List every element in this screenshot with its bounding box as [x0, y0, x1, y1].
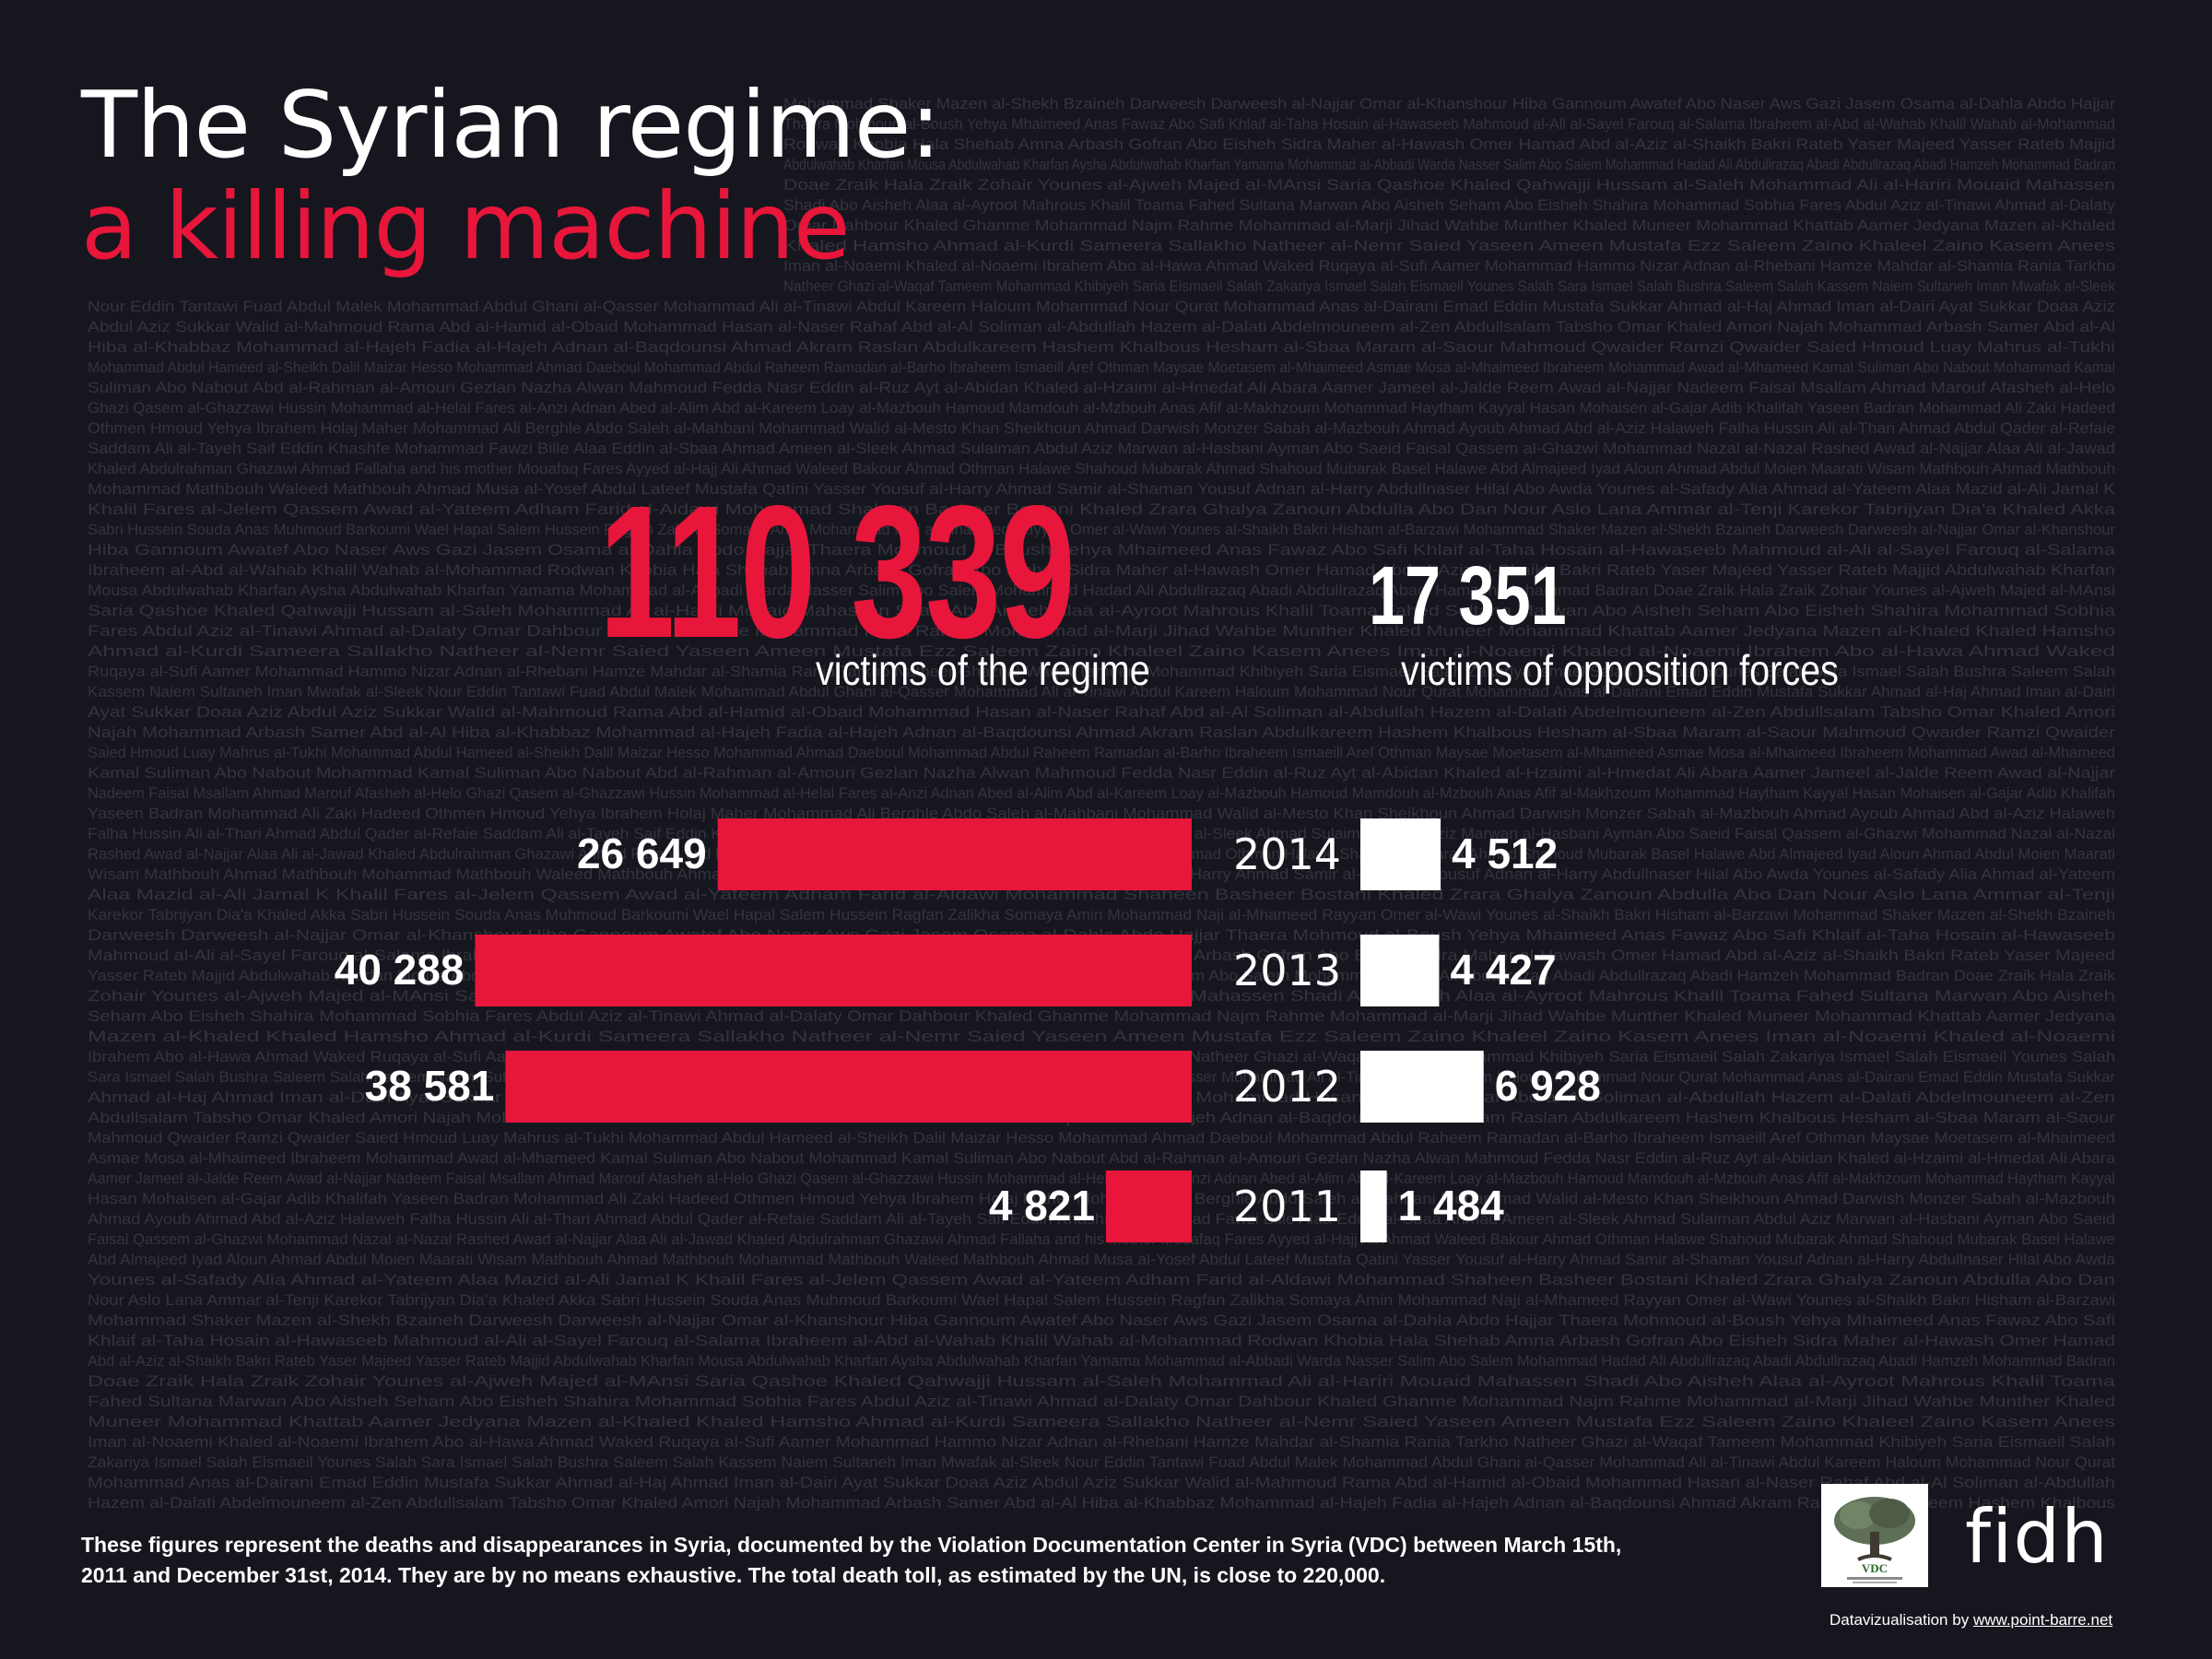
background-name-row: Asmae Mosa al-Mhaimeed Ibraheem Mohammad… — [88, 1149, 2116, 1167]
regime-label: victims of the regime — [816, 646, 1150, 694]
background-name-row: Natheer Ghazi al-Waqaf Tameem Mohammad K… — [783, 277, 2115, 295]
background-name-row: Iman al-Noaemi Khaled al-Noaemi Ibrahem … — [88, 1433, 2115, 1451]
opposition-value-2013: 4 427 — [1450, 946, 1556, 994]
background-name-row: Ahmad al-Kurdi Sameera Sallakho Natheer … — [88, 642, 2115, 660]
background-name-row: Mohammad Shaker Mazen al-Shekh Bzaineh D… — [783, 95, 2115, 112]
background-name-row: Hazem al-Dalati Abdelmouneem al-Zen Abdu… — [88, 1494, 2115, 1512]
background-name-row: Yaseen Badran Mohammad Ali Zaki Hadeed O… — [88, 805, 2115, 822]
background-name-row: Muneer Mohammad Khattab Aamer Jedyana Ma… — [88, 1413, 2115, 1430]
background-name-row: Abdul Aziz Sukkar Walid al-Mahmoud Rama … — [88, 318, 2115, 335]
year-label-2013: 2013 — [1233, 946, 1341, 995]
background-name-row: Younes al-Safady Alia Ahmad al-Yateem Al… — [88, 1271, 2115, 1288]
year-label-2011: 2011 — [1233, 1182, 1341, 1231]
credit-link[interactable]: www.point-barre.net — [1972, 1611, 2113, 1629]
opposition-value-2011: 1 484 — [1398, 1182, 1505, 1230]
background-name-row: Othmen Hmoud Yehya Ibrahem Holaj Maher M… — [88, 419, 2115, 437]
footnote: These figures represent the deaths and d… — [81, 1533, 1622, 1587]
background-name-row: Hiba Gannoum Awatef Abo Naser Aws Gazi J… — [88, 541, 2116, 559]
background-name-row: Ibraheem al-Abd al-Wahab Khalil Wahab al… — [88, 561, 2115, 579]
background-name-row: Doae Zraik Hala Zraik Zohair Younes al-A… — [783, 176, 2115, 194]
background-name-row: Shadi Abo Aisheh Alaa al-Ayroot Mahrous … — [783, 196, 2116, 214]
regime-value-2011: 4 821 — [989, 1182, 1095, 1230]
background-name-row: Aamer Jameel al-Jalde Reem Awad al-Najja… — [88, 1170, 2115, 1187]
background-name-row: Ahmad Ayoub Ahmad Abd al-Aziz Halaweh Fa… — [88, 1210, 2115, 1228]
opposition-bar-2014 — [1360, 818, 1441, 890]
background-name-row: Najah Mohammad Arbash Samer Abd al-Al Hi… — [88, 724, 2115, 741]
credit-prefix: Datavizualisation by — [1830, 1611, 1970, 1629]
regime-bar-2012 — [505, 1051, 1192, 1123]
background-name-row: Ghazi Qasem al-Ghazzawi Hussin Mohammad … — [88, 399, 2115, 417]
regime-bar-2014 — [717, 818, 1192, 890]
background-name-row: Abd Almajeed Iyad Aloun Ahmad Abdul Moie… — [88, 1251, 2116, 1268]
opposition-value-2014: 4 512 — [1452, 830, 1558, 877]
opposition-value-2012: 6 928 — [1495, 1062, 1601, 1110]
credit: Datavizualisation by www.point-barre.net — [1830, 1611, 2112, 1630]
background-name-row: Khaled Hamsho Ahmad al-Kurdi Sameera Sal… — [783, 237, 2115, 254]
background-name-row: Suliman Abo Nabout Abd al-Rahman al-Amou… — [88, 379, 2115, 396]
background-name-row: Saria Qashoe Khaled Qahwajji Hussam al-S… — [88, 602, 2116, 619]
background-name-row: Saddam Ali al-Tayeh Saif Eddin Khashfe M… — [88, 440, 2115, 457]
background-name-row: Mousa Abdulwahab Kharfan Aysha Abdulwaha… — [88, 582, 2115, 599]
background-name-row: Sabri Hussein Souda Anas Muhmoud Barkoum… — [88, 521, 2115, 538]
background-name-row: Thaera Mohmoud al-Boush Yehya Mhaimeed A… — [783, 115, 2115, 133]
background-name-row: Kamal Suliman Abo Nabout Mohammad Kamal … — [88, 764, 2115, 782]
background-name-row: Alaa Mazid al-Ali Jamal K Khalil Fares a… — [88, 886, 2115, 903]
background-name-row: Doae Zraik Hala Zraik Zohair Younes al-A… — [88, 1372, 2116, 1390]
background-name-row: Nour Aslo Lana Ammar al-Tenji Karekor Ta… — [88, 1291, 2115, 1309]
regime-bar-2013 — [475, 935, 1192, 1006]
background-name-row: Ayat Sukkar Doaa Aziz Abdul Aziz Sukkar … — [88, 703, 2115, 721]
title-line-2: a killing machine — [81, 172, 850, 280]
regime-value-2012: 38 581 — [365, 1062, 495, 1110]
regime-total: 110 339 — [599, 466, 1076, 677]
background-name-row: Hasan Mohaisen al-Gajar Adib Khalifah Ya… — [88, 1190, 2115, 1207]
background-name-row: Saied Hmoud Luay Mahrus al-Tukhi Mohamma… — [88, 744, 2115, 761]
background-name-row: Kassem Naiem Sultaneh Iman Mwafak al-Sle… — [88, 683, 2115, 700]
background-name-row: Mohammad Shaker Mazen al-Shekh Bzaineh D… — [88, 1312, 2115, 1329]
opposition-label: victims of opposition forces — [1401, 646, 1839, 694]
background-name-row: Ruqaya al-Sufi Aamer Mohammad Hammo Niza… — [88, 663, 2115, 680]
regime-value-2013: 40 288 — [335, 946, 465, 994]
background-name-row: Karekor Tabrijyan Dia'a Khaled Akka Sabr… — [88, 906, 2115, 924]
opposition-bar-2013 — [1360, 935, 1440, 1006]
regime-value-2014: 26 649 — [577, 830, 707, 877]
background-name-row: Seham Abo Eisheh Shahira Mohammad Sobhia… — [88, 1007, 2116, 1025]
background-name-row: Mazen al-Khaled Khaled Hamsho Ahmad al-K… — [88, 1028, 2115, 1045]
background-name-row: Abd al-Aziz al-Shaikh Bakri Rateb Yaser … — [88, 1352, 2115, 1370]
background-name-row: Iman al-Noaemi Khaled al-Noaemi Ibrahem … — [783, 257, 2115, 275]
background-name-row: Mohammad Abdul Hameed al-Sheikh Dalil Ma… — [88, 359, 2115, 376]
background-name-row: Omar Dahbour Khaled Ghanme Mohammad Najm… — [783, 217, 2115, 234]
background-name-row: Hiba al-Khabbaz Mohammad al-Hajeh Fadia … — [88, 338, 2115, 356]
opposition-total: 17 351 — [1369, 550, 1567, 642]
background-name-row: Faisal Qassem al-Ghazwi Mohammad Nazal a… — [88, 1230, 2115, 1248]
vdc-logo: VDC — [1821, 1484, 1928, 1587]
background-name-row: Fahed Sultana Marwan Abo Aisheh Seham Ab… — [88, 1393, 2115, 1410]
year-label-2014: 2014 — [1233, 830, 1341, 879]
regime-bar-2011 — [1105, 1171, 1192, 1242]
year-label-2012: 2012 — [1233, 1062, 1341, 1112]
background-name-row: Nour Eddin Tantawi Fuad Abdul Malek Moha… — [88, 298, 2115, 315]
background-name-row: Mohammad Mathbouh Waleed Mathbouh Ahmad … — [88, 480, 2116, 498]
background-name-row: Mahmoud Qwaider Ramzi Qwaider Saied Hmou… — [88, 1129, 2115, 1147]
background-name-row: Mohammad Anas al-Dairani Emad Eddin Must… — [88, 1474, 2115, 1491]
fidh-logo: fidh — [1965, 1494, 2109, 1580]
background-name-row: Rodwan Khobia Hala Shehab Amna Arbash Go… — [783, 135, 2115, 153]
background-name-row: Fares Abdul Aziz al-Tinawi Ahmad al-Dala… — [88, 622, 2115, 640]
opposition-bar-2011 — [1360, 1171, 1387, 1242]
background-name-row: Khalil Fares al-Jelem Qassem Awad al-Yat… — [88, 500, 2116, 518]
background-name-row: Khaled Abdulrahman Ghazawi Ahmad Fallaha… — [88, 460, 2115, 477]
background-name-row: Zakariya Ismael Salah Eismaeil Younes Sa… — [88, 1453, 2115, 1471]
background-name-row: Khlaif al-Taha Hosain al-Hawaseeb Mahmou… — [88, 1332, 2115, 1349]
background-name-row: Nadeem Faisal Msallam Ahmad Marouf Afash… — [88, 784, 2115, 802]
vdc-logo-text: VDC — [1862, 1561, 1888, 1575]
title-line-1: The Syrian regime: — [81, 71, 941, 179]
opposition-bar-2012 — [1360, 1051, 1484, 1123]
background-name-row: Abdulwahab Kharfan Mousa Abdulwahab Khar… — [783, 156, 2115, 173]
